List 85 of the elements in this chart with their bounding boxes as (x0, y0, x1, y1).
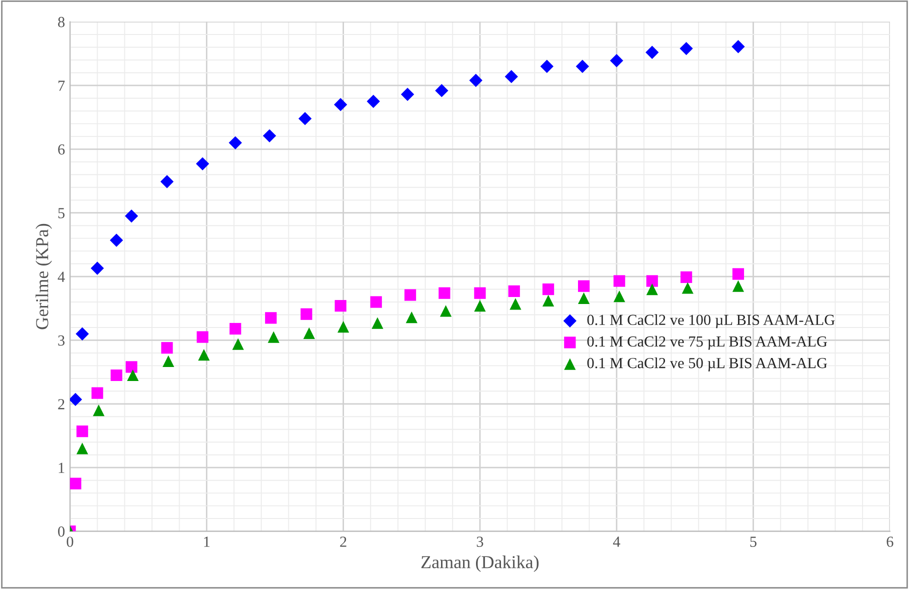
x-tick-label: 6 (886, 536, 894, 547)
point (646, 283, 658, 296)
point (610, 54, 624, 68)
point (680, 271, 692, 283)
x-tick-label: 3 (476, 536, 484, 547)
y-axis-title: Gerilme (KPa) (36, 224, 52, 330)
point (268, 331, 280, 343)
point (370, 296, 382, 308)
point (732, 268, 744, 280)
point (400, 88, 414, 101)
point (124, 209, 138, 223)
x-tick-label: 0 (66, 536, 74, 547)
point (160, 175, 174, 188)
y-tick-label: 8 (58, 16, 65, 28)
point (732, 280, 744, 292)
point (76, 442, 88, 454)
y-tick-label: 4 (58, 272, 65, 282)
point (110, 234, 124, 247)
point (510, 298, 522, 310)
point (76, 327, 89, 340)
point (440, 305, 452, 317)
point (126, 361, 138, 373)
point (542, 294, 554, 307)
point (469, 74, 482, 87)
point (196, 157, 210, 170)
point (366, 94, 380, 108)
x-tick-label: 2 (340, 536, 346, 547)
point (262, 129, 276, 142)
y-tick-label: 5 (58, 208, 65, 218)
legend-label: 0.1 M CaCl2 ve 50 µL BIS AAM-ALG (587, 357, 828, 372)
point (230, 322, 242, 335)
y-tick-label: 7 (58, 80, 65, 91)
point (265, 312, 277, 324)
point (161, 342, 173, 354)
point (646, 46, 659, 59)
y-tick-label: 2 (58, 399, 64, 410)
point (646, 275, 658, 287)
legend-label: 0.1 M CaCl2 ve 75 µL BIS AAM-ALG (587, 336, 828, 350)
point (228, 136, 242, 150)
point (680, 42, 693, 56)
point (504, 70, 518, 84)
point (682, 282, 694, 294)
legend-label: 0.1 M CaCl2 ve 100 µL BIS AAM-ALG (587, 314, 835, 328)
point (92, 387, 104, 399)
y-tick-label: 0 (58, 526, 65, 537)
x-tick-label: 4 (613, 536, 620, 547)
point (298, 112, 312, 126)
point (76, 425, 88, 438)
point (508, 285, 520, 297)
point (542, 283, 554, 296)
point (198, 349, 210, 361)
point (406, 311, 418, 324)
point (70, 392, 82, 406)
point (90, 262, 104, 275)
point (337, 321, 350, 333)
y-tick-label: 1 (58, 462, 64, 473)
point (576, 60, 590, 73)
x-tick-label: 5 (750, 536, 756, 547)
y-tick-label: 6 (58, 144, 65, 155)
point (300, 308, 312, 320)
point (578, 292, 590, 304)
point (196, 331, 208, 343)
x-axis-title: Zaman (Dakika) (421, 556, 539, 572)
point (70, 478, 82, 490)
point (110, 369, 122, 382)
point (162, 355, 174, 368)
point (578, 280, 590, 292)
point (303, 327, 315, 340)
point (372, 317, 384, 329)
point (435, 84, 448, 98)
point (474, 300, 486, 312)
point (540, 60, 554, 73)
point (614, 275, 626, 287)
x-tick-label: 1 (204, 536, 210, 547)
point (334, 300, 346, 312)
point (474, 287, 486, 299)
point (438, 287, 450, 299)
point (404, 289, 416, 301)
point (334, 98, 348, 112)
y-tick-label: 3 (58, 335, 65, 346)
point (92, 404, 104, 416)
point (232, 338, 244, 350)
point (732, 40, 745, 54)
point (614, 290, 626, 302)
point (127, 369, 139, 382)
